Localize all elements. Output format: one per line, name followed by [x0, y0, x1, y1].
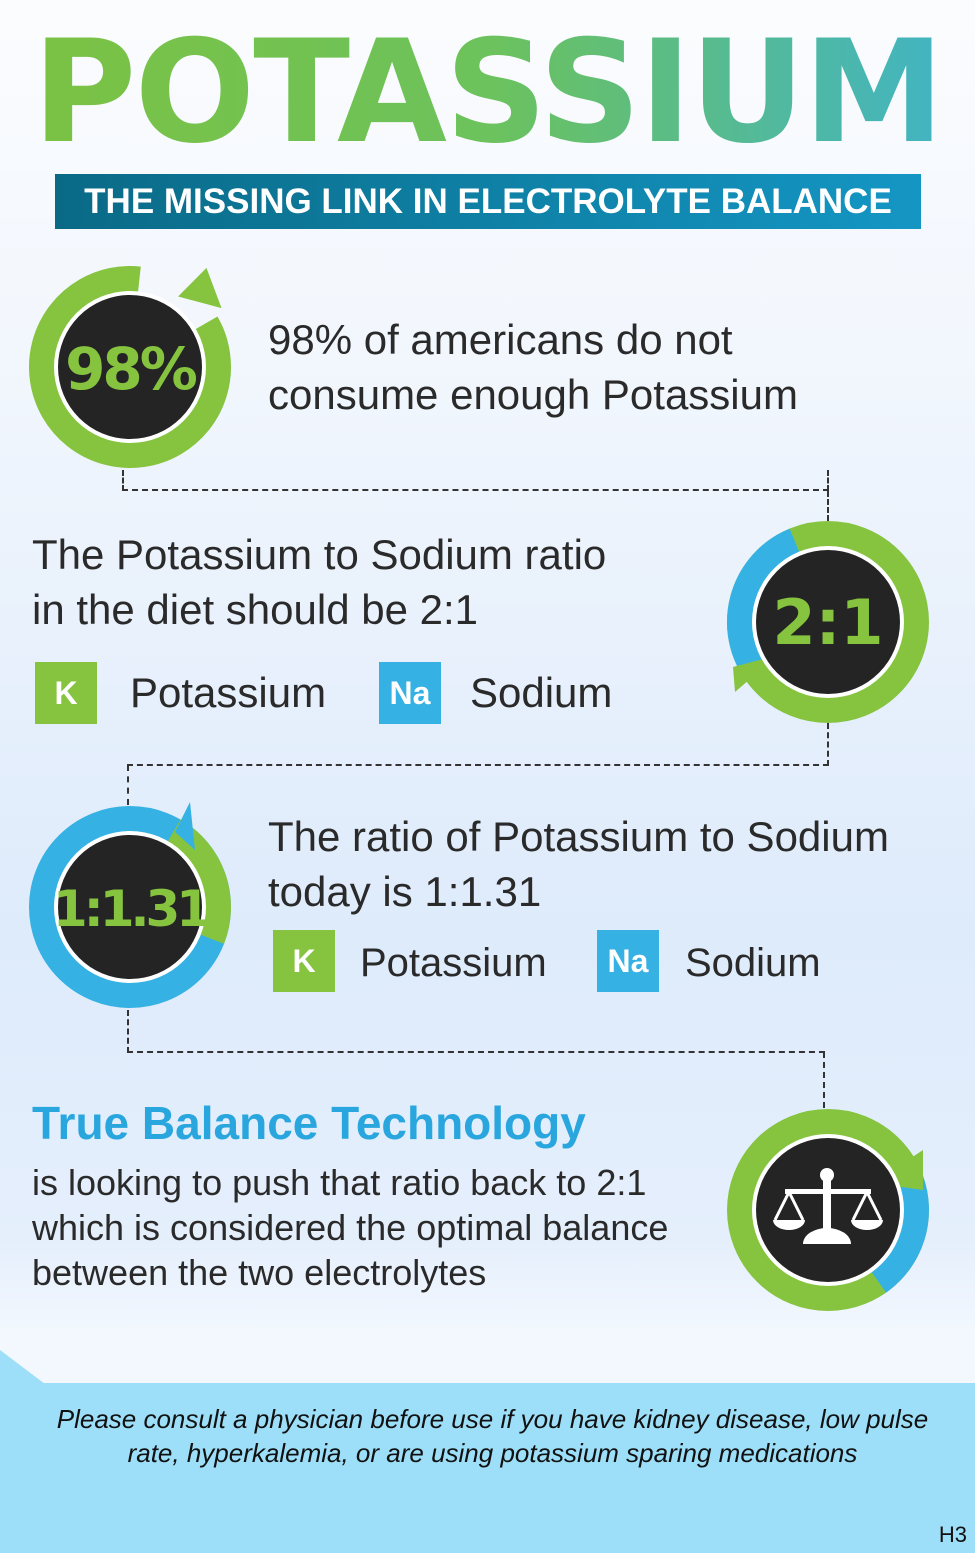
disclaimer-line1: Please consult a physician before use if… [56, 1404, 929, 1434]
badge-98: 98% [65, 335, 197, 403]
disclaimer: Please consult a physician before use if… [20, 1402, 965, 1470]
true-balance-line2: which is considered the optimal balance [32, 1207, 669, 1248]
connector-line [823, 1052, 825, 1108]
potassium-symbol: K [35, 662, 97, 724]
true-balance-heading: True Balance Technology [32, 1097, 586, 1149]
stat-2to1-ring: 2:1 [727, 520, 929, 723]
stat1-line2: consume enough Potassium [268, 371, 798, 418]
connector-line [127, 723, 829, 766]
stat-1to131-ring: 1:1.31 [28, 802, 231, 1008]
subtitle-banner: THE MISSING LINK IN ELECTROLYTE BALANCE [55, 174, 921, 229]
stat1-line1: 98% of americans do not [268, 316, 733, 363]
footer-code: H3 [938, 1522, 967, 1547]
stat3-line2: today is 1:1.31 [268, 868, 542, 915]
sodium-symbol: Na [379, 662, 441, 724]
scales-ring [727, 1109, 929, 1311]
true-balance-line3: between the two electrolytes [32, 1252, 487, 1293]
scales-icon [773, 1168, 883, 1244]
badge-2to1: 2:1 [772, 586, 883, 659]
footer-band [0, 1383, 975, 1553]
potassium-label: Potassium [360, 941, 547, 985]
connector-line [827, 491, 829, 521]
stat2-line2: in the diet should be 2:1 [32, 586, 479, 633]
true-balance-line1: is looking to push that ratio back to 2:… [32, 1162, 647, 1203]
potassium-symbol: K [273, 930, 335, 992]
stat2-line1: The Potassium to Sodium ratio [32, 531, 607, 578]
true-balance-text: is looking to push that ratio back to 2:… [32, 1160, 668, 1295]
stat-98-ring: 98% [28, 266, 231, 468]
badge-1to131: 1:1.31 [53, 880, 208, 938]
page-title: POTASSIUM [0, 18, 975, 167]
disclaimer-line2: rate, hyperkalemia, or are using potassi… [127, 1438, 858, 1468]
footer-corner [0, 1350, 45, 1384]
sodium-symbol: Na [597, 930, 659, 992]
sodium-label: Sodium [470, 669, 613, 716]
stat3-line1: The ratio of Potassium to Sodium [268, 813, 889, 860]
sodium-label: Sodium [685, 941, 821, 985]
connector-line [127, 1010, 825, 1053]
potassium-label: Potassium [130, 669, 327, 716]
connector-line [127, 765, 129, 805]
connector-line [122, 470, 829, 491]
